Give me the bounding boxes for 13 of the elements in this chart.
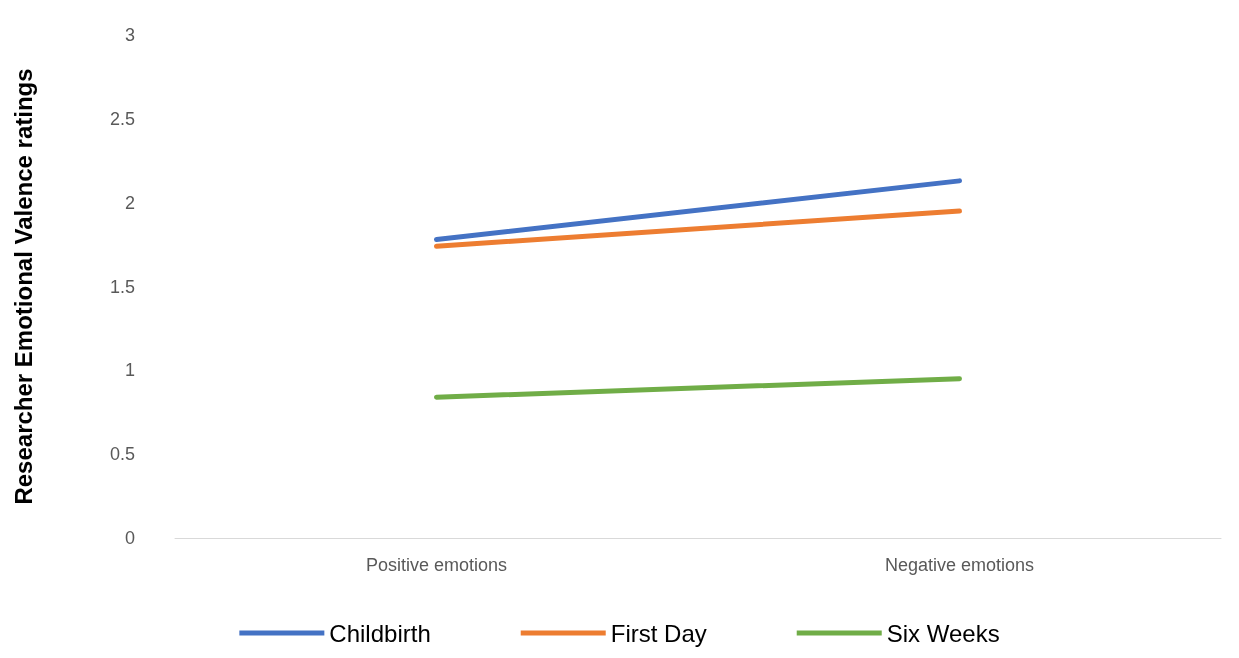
y-tick-label: 3: [124, 25, 135, 45]
y-tick-label: 1: [124, 360, 135, 381]
legend-label: Six Weeks: [886, 619, 1000, 647]
x-tick-label: Positive emotions: [365, 555, 508, 575]
y-tick-label: 0: [124, 528, 135, 548]
y-tick-label: 1.5: [109, 276, 135, 297]
y-tick-label: 2.5: [109, 108, 135, 129]
y-tick-label: 0.5: [109, 444, 135, 465]
x-tick-label: Negative emotions: [884, 555, 1035, 575]
y-axis-title: Researcher Emotional Valence ratings: [9, 68, 37, 505]
y-tick-label: 2: [124, 192, 135, 213]
legend-label: Childbirth: [329, 619, 431, 647]
legend-label: First Day: [610, 619, 707, 647]
